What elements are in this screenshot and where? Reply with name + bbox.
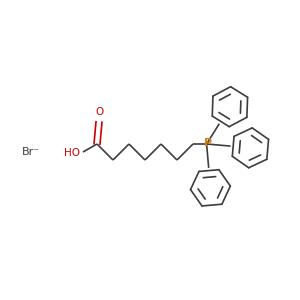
Text: O: O: [95, 107, 103, 117]
Text: HO: HO: [64, 148, 80, 158]
Text: Br⁻: Br⁻: [22, 147, 40, 157]
Text: P: P: [203, 138, 212, 148]
